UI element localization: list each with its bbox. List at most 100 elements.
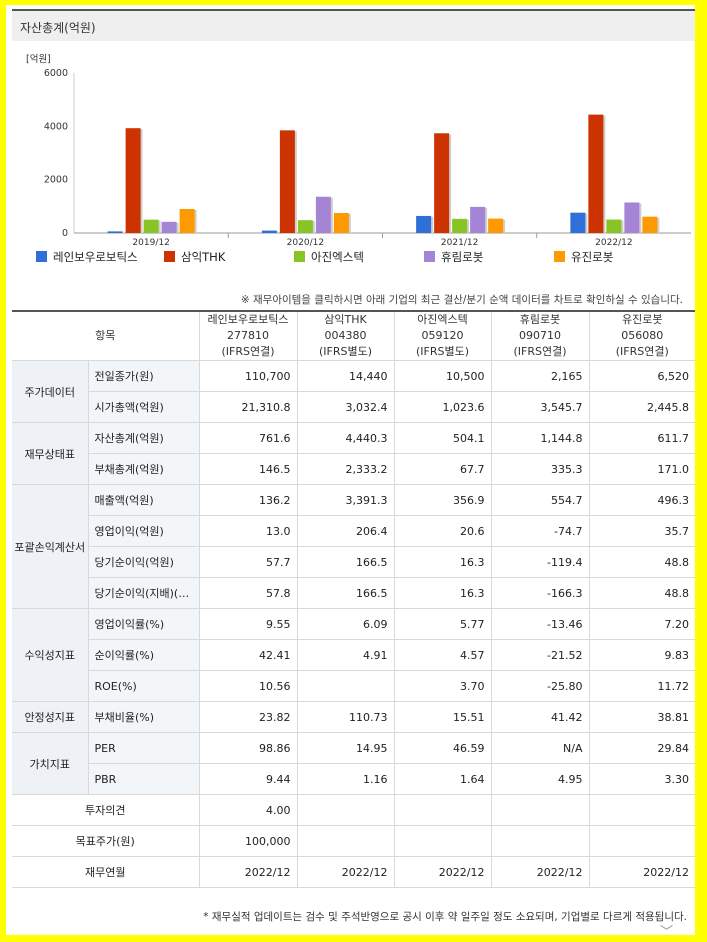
legend-swatch [36,251,47,262]
value-cell [297,670,395,702]
company-name: 삼익THK [324,313,367,326]
bar-4 [161,221,177,233]
value-cell: 4.95 [491,763,590,795]
category-cell: 주가데이터 [12,360,89,423]
value-cell: 496.3 [589,484,695,516]
value-cell: 554.7 [491,484,590,516]
category-cell: 안정성지표 [12,701,89,733]
item-label[interactable]: 당기순이익(억원) [88,546,200,578]
table-row: 안정성지표 부채비율(%) 23.82 110.73 15.51 41.42 38.81 [12,701,695,733]
value-cell: 42.41 [199,639,298,671]
table-row: 당기순이익(지배)(억원) 57.8 166.5 16.3 -166.3 48.8 [12,577,695,609]
value-cell: 46.59 [394,732,492,764]
company-code: 059120 [421,329,464,342]
category-cell: 포괄손익계산서 [12,484,89,609]
item-label: 목표주가(원) [12,825,200,857]
legend-label: 휴림로봇 [441,250,484,264]
value-cell: 2022/12 [199,856,298,888]
value-cell: 1.16 [297,763,395,795]
table-row: 시가총액(억원) 21,310.8 3,032.4 1,023.6 3,545.7 2,4… [12,391,695,423]
bar-3 [452,218,468,233]
value-cell: 57.8 [199,577,298,609]
company-header[interactable]: 삼익THK 004380 (IFRS별도) [297,311,395,361]
value-cell: 4.00 [199,794,298,826]
value-cell: 35.7 [589,515,695,547]
item-label[interactable]: 당기순이익(지배)(억원) [88,577,200,609]
company-header[interactable]: 유진로봇 056080 (IFRS연결) [589,311,695,361]
legend-swatch [294,251,305,262]
item-label[interactable]: PER [88,732,200,764]
bar-2 [279,130,295,233]
item-label[interactable]: 부채비율(%) [88,701,200,733]
item-label[interactable]: PBR [88,763,200,795]
legend-swatch [164,251,175,262]
value-cell [297,794,395,826]
value-cell [394,794,492,826]
item-label[interactable]: 영업이익률(%) [88,608,200,640]
table-row: PBR 9.44 1.16 1.64 4.95 3.30 [12,763,695,795]
item-label[interactable]: 부채총계(억원) [88,453,200,485]
value-cell: 110,700 [199,360,298,392]
item-label[interactable]: ROE(%) [88,670,200,702]
value-cell: 29.84 [589,732,695,764]
legend-item[interactable]: 아진엑스텍 [294,249,364,265]
bar-2 [125,128,141,233]
x-tick-label: 2020/12 [287,238,324,247]
table-row: 당기순이익(억원) 57.7 166.5 16.3 -119.4 48.8 [12,546,695,578]
value-cell: -119.4 [491,546,590,578]
value-cell: 2,445.8 [589,391,695,423]
value-cell: 4,440.3 [297,422,395,454]
legend-item[interactable]: 삼익THK [164,249,225,265]
table-row: 포괄손익계산서 매출액(억원) 136.2 3,391.3 356.9 554.7 496.… [12,484,695,609]
value-cell: 335.3 [491,453,590,485]
item-label[interactable]: 자산총계(억원) [88,422,200,454]
legend-item[interactable]: 레인보우로보틱스 [36,249,138,265]
item-label[interactable]: 매출액(억원) [88,484,200,516]
company-header[interactable]: 레인보우로보틱스 277810 (IFRS연결) [199,311,298,361]
item-label[interactable]: 시가총액(억원) [88,391,200,423]
legend-label: 유진로봇 [571,250,614,264]
table-header-row: 항목 레인보우로보틱스 277810 (IFRS연결) 삼익THK 004380 (IFRS… [12,311,695,361]
legend-item[interactable]: 유진로봇 [554,249,613,265]
value-cell: 14,440 [297,360,395,392]
value-cell: 6,520 [589,360,695,392]
bar-4 [624,202,640,233]
value-cell: 48.8 [589,546,695,578]
company-header[interactable]: 아진엑스텍 059120 (IFRS별도) [394,311,492,361]
chevron-down-icon[interactable]: ﹀ [659,925,673,940]
company-basis: (IFRS별도) [415,345,470,358]
item-label[interactable]: 전일종가(원) [88,360,200,392]
value-cell [297,825,395,857]
table-row: 순이익률(%) 42.41 4.91 4.57 -21.52 9.83 [12,639,695,671]
y-tick-label: 0 [62,228,68,239]
value-cell: 48.8 [589,577,695,609]
company-name: 유진로봇 [622,313,663,326]
value-cell: 1.64 [394,763,492,795]
y-unit-label: [억원] [26,53,51,65]
item-label[interactable]: 영업이익(억원) [88,515,200,547]
footer-note: * 재무실적 업데이트는 검수 및 주석반영으로 공시 이후 약 일주일 정도 … [203,911,687,923]
legend-item[interactable]: 휴림로봇 [424,249,483,265]
value-cell: 10,500 [394,360,492,392]
financial-table: 항목 레인보우로보틱스 277810 (IFRS연결) 삼익THK 004380 (IFRS… [12,310,695,888]
report-panel: 자산총계(억원) [억원] 0 2000 4000 6000 2019/12 2020/12… [6,5,695,940]
table-row: 목표주가(원) 100,000 [12,825,695,857]
value-cell: 1,144.8 [491,422,590,454]
bar-3 [297,220,313,233]
company-header[interactable]: 휴림로봇 090710 (IFRS연결) [491,311,590,361]
item-label[interactable]: 순이익률(%) [88,639,200,671]
value-cell: 41.42 [491,701,590,733]
bar-3 [606,219,622,233]
bar-5 [333,213,349,233]
value-cell [491,825,590,857]
value-cell: 761.6 [199,422,298,454]
legend-swatch [554,251,565,262]
value-cell: 136.2 [199,484,298,516]
value-cell: 3.30 [589,763,695,795]
bar-5 [488,218,504,233]
value-cell: 2022/12 [297,856,395,888]
value-cell [491,794,590,826]
value-cell: -25.80 [491,670,590,702]
legend-label: 아진엑스텍 [311,250,364,264]
value-cell: 611.7 [589,422,695,454]
